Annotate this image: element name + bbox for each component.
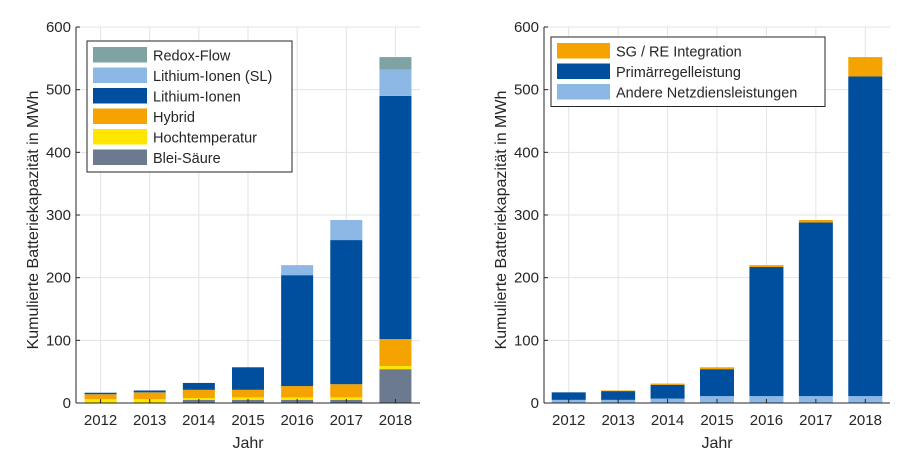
legend-swatch <box>93 47 147 63</box>
bar-segment-hybrid-2015 <box>232 389 264 398</box>
y-tick-label: 300 <box>46 207 71 224</box>
bar-segment-hochtemperatur-2018 <box>379 366 412 370</box>
legend-label: SG / RE Integration <box>616 45 742 61</box>
legend-swatch <box>93 149 147 165</box>
x-tick-label: 2018 <box>849 412 882 429</box>
legend-label: Redox-Flow <box>153 49 231 65</box>
x-tick-label: 2014 <box>182 412 215 429</box>
y-tick-label: 100 <box>514 332 539 349</box>
bar-segment-hochtemperatur-2014 <box>182 397 215 400</box>
bar-segment-sg-re-integration-2017 <box>798 220 833 223</box>
y-axis-label: Kumulierte Batteriekapazität in MWh <box>493 91 510 350</box>
bar-segment-prim-rregelleistung-2017 <box>798 222 833 397</box>
bar-segment-lithium-ionen-2017 <box>330 240 363 385</box>
bar-segment-hochtemperatur-2015 <box>232 397 264 400</box>
bar-segment-lithium-ionen-sl--2018 <box>379 69 412 96</box>
bar-segment-lithium-ionen-2014 <box>182 382 215 390</box>
bar-segment-prim-rregelleistung-2012 <box>551 392 586 400</box>
bar-segment-blei-s-ure-2018 <box>379 369 412 403</box>
y-tick-label: 200 <box>514 270 539 287</box>
bar-segment-sg-re-integration-2015 <box>700 367 734 370</box>
bar-segment-sg-re-integration-2018 <box>848 57 883 77</box>
legend-label: Lithium-Ionen <box>153 90 241 106</box>
legend-label: Blei-Säure <box>153 151 221 167</box>
bar-segment-lithium-ionen-sl--2016 <box>281 265 314 276</box>
bar-segment-sg-re-integration-2013 <box>601 390 636 392</box>
x-axis-label: Jahr <box>232 435 264 452</box>
bar-segment-sg-re-integration-2016 <box>749 265 784 268</box>
bar-segment-sg-re-integration-2014 <box>650 383 685 385</box>
bar-segment-prim-rregelleistung-2018 <box>848 76 883 397</box>
y-tick-label: 0 <box>63 395 71 412</box>
bar-segment-lithium-ionen-sl--2017 <box>330 220 363 241</box>
bar-segment-hybrid-2012 <box>84 394 117 400</box>
legend-swatch <box>557 43 610 59</box>
bar-segment-prim-rregelleistung-2014 <box>650 384 685 399</box>
y-tick-label: 500 <box>46 82 71 99</box>
legend-swatch <box>557 84 610 100</box>
y-axis-label: Kumulierte Batteriekapazität in MWh <box>25 91 42 350</box>
x-tick-label: 2016 <box>750 412 783 429</box>
legend-label: Primärregelleistung <box>616 65 741 81</box>
legend-swatch <box>93 88 147 104</box>
legend-label: Hybrid <box>153 110 195 126</box>
legend-label: Andere Netzdiensleistungen <box>616 86 797 102</box>
y-tick-label: 100 <box>46 332 71 349</box>
x-tick-label: 2018 <box>379 412 412 429</box>
y-tick-label: 600 <box>514 19 539 36</box>
legend-label: Hochtemperatur <box>153 131 257 147</box>
y-tick-label: 300 <box>514 207 539 224</box>
y-tick-label: 200 <box>46 270 71 287</box>
bar-segment-hybrid-2018 <box>379 339 412 367</box>
bar-segment-redox-flow-2018 <box>379 57 412 70</box>
bar-segment-hochtemperatur-2017 <box>330 397 363 400</box>
bar-segment-lithium-ionen-2015 <box>232 367 264 390</box>
y-tick-label: 400 <box>514 144 539 161</box>
bar-segment-hochtemperatur-2016 <box>281 397 314 400</box>
chart-panel-2: 0 100 200 300 400 500 600 2012 2013 2014 2015 2016 2… <box>493 19 890 452</box>
x-tick-label: 2013 <box>133 412 166 429</box>
x-tick-label: 2017 <box>330 412 363 429</box>
bar-segment-lithium-ionen-2012 <box>84 392 117 395</box>
legend: SG / RE Integration Primärregelleistung An… <box>550 36 826 107</box>
y-tick-label: 400 <box>46 144 71 161</box>
x-tick-label: 2014 <box>651 412 684 429</box>
bar-segment-lithium-ionen-2013 <box>133 390 166 393</box>
bar-segment-prim-rregelleistung-2015 <box>700 369 734 397</box>
bar-segment-hybrid-2013 <box>133 392 166 400</box>
legend-swatch <box>93 67 147 83</box>
legend: Redox-Flow Lithium-Ionen (SL) Lithium-Ione… <box>86 40 293 173</box>
bar-segment-hybrid-2016 <box>281 386 314 398</box>
x-tick-label: 2015 <box>700 412 733 429</box>
y-tick-label: 500 <box>514 82 539 99</box>
legend-label: Lithium-Ionen (SL) <box>153 69 272 85</box>
bar-segment-lithium-ionen-sl--2012 <box>84 392 117 393</box>
x-tick-label: 2013 <box>601 412 634 429</box>
x-axis-label: Jahr <box>701 435 733 452</box>
x-tick-label: 2015 <box>231 412 264 429</box>
bar-segment-prim-rregelleistung-2013 <box>601 391 636 400</box>
bar-segment-lithium-ionen-2016 <box>281 275 314 387</box>
x-tick-label: 2017 <box>799 412 832 429</box>
bar-segment-lithium-ionen-2018 <box>379 95 412 340</box>
x-tick-label: 2012 <box>84 412 117 429</box>
y-tick-label: 600 <box>46 19 71 36</box>
bar-segment-prim-rregelleistung-2016 <box>749 267 784 397</box>
x-tick-label: 2012 <box>552 412 585 429</box>
y-tick-label: 0 <box>531 395 539 412</box>
chart-panel-1: 0 100 200 300 400 500 600 2012 2013 2014 2015 2016 2… <box>25 19 420 452</box>
bar-segment-hybrid-2014 <box>182 389 215 398</box>
legend-swatch <box>93 129 147 145</box>
legend-swatch <box>93 108 147 124</box>
bar-segment-hybrid-2017 <box>330 384 363 398</box>
legend-swatch <box>557 63 610 79</box>
x-tick-label: 2016 <box>280 412 313 429</box>
